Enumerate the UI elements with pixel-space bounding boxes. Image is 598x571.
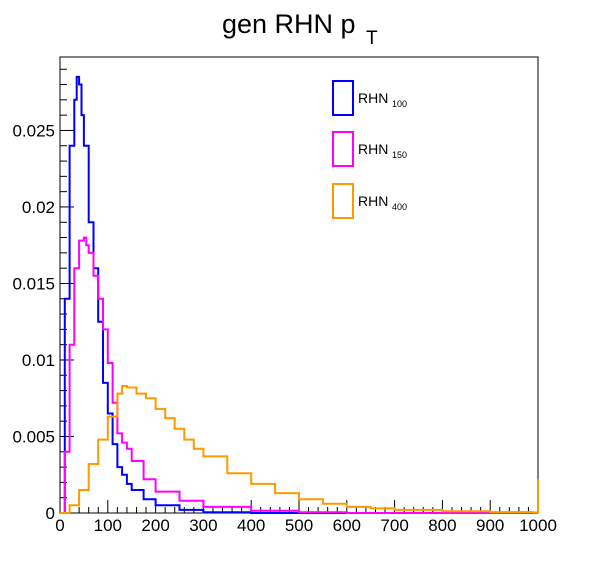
x-tick-label: 200 <box>141 516 169 535</box>
legend-swatch-400 <box>332 183 354 219</box>
x-tick-label: 500 <box>285 516 313 535</box>
x-tick-label: 900 <box>476 516 504 535</box>
plot-frame <box>59 56 539 514</box>
x-tick-label: 100 <box>94 516 122 535</box>
series-line-400 <box>60 385 539 514</box>
legend-swatch-100 <box>332 80 354 116</box>
legend-label-sub-400: 400 <box>392 202 407 212</box>
chart-title-subscript: T <box>366 28 378 49</box>
y-axis: 0 0.005 0.01 0.015 0.02 0.025 <box>12 68 74 523</box>
x-tick-label: 400 <box>237 516 265 535</box>
y-tick-label: 0.02 <box>22 198 55 217</box>
y-tick-label: 0.025 <box>12 121 55 140</box>
y-tick-label: 0.015 <box>12 274 55 293</box>
x-tick-label: 300 <box>189 516 217 535</box>
series-line-100 <box>60 75 538 514</box>
legend-swatch-150 <box>332 131 354 167</box>
x-tick-label: 1000 <box>519 516 557 535</box>
legend-label-100: RHN <box>358 90 388 106</box>
legend: RHN 100 RHN 150 RHN 400 <box>332 80 407 219</box>
legend-label-sub-100: 100 <box>392 99 407 109</box>
x-tick-label: 600 <box>333 516 361 535</box>
legend-label-150: RHN <box>358 141 388 157</box>
y-tick-label: 0 <box>46 504 55 523</box>
y-tick-label: 0.005 <box>12 427 55 446</box>
legend-label-400: RHN <box>358 193 388 209</box>
chart-title: gen RHN p <box>222 9 356 39</box>
y-tick-label: 0.01 <box>22 351 55 370</box>
x-tick-label: 800 <box>428 516 456 535</box>
legend-label-sub-150: 150 <box>392 150 407 160</box>
x-tick-label: 0 <box>55 516 64 535</box>
x-tick-label: 700 <box>380 516 408 535</box>
series-line-150 <box>60 236 538 514</box>
x-axis: 0 100 200 300 400 500 600 700 800 900 1000 <box>55 500 557 535</box>
series-layer <box>60 75 539 514</box>
